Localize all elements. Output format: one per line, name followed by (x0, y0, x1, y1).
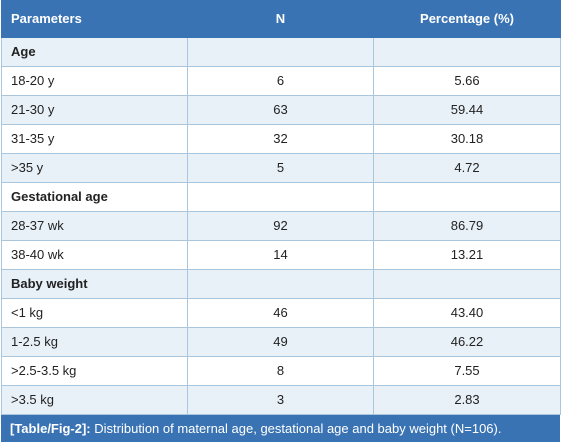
row-n (187, 37, 374, 67)
row-n: 46 (187, 298, 374, 328)
table-row: 18-20 y 6 5.66 (1, 66, 561, 96)
table-row: 38-40 wk 14 13.21 (1, 240, 561, 270)
row-parameter: 1-2.5 kg (1, 327, 188, 357)
table-row: >3.5 kg 3 2.83 (1, 385, 561, 415)
row-parameter: 21-30 y (1, 95, 188, 125)
table-row: 28-37 wk 92 86.79 (1, 211, 561, 241)
table-row: >35 y 5 4.72 (1, 153, 561, 183)
table-row: >2.5-3.5 kg 8 7.55 (1, 356, 561, 386)
row-parameter: >3.5 kg (1, 385, 188, 415)
row-parameter: Baby weight (1, 269, 188, 299)
row-percentage (373, 37, 561, 67)
row-n: 3 (187, 385, 374, 415)
row-percentage: 59.44 (373, 95, 561, 125)
row-n: 32 (187, 124, 374, 154)
table-row: Baby weight (1, 269, 561, 299)
row-percentage (373, 269, 561, 299)
header-row: Parameters N Percentage (%) (1, 0, 561, 38)
row-parameter: Gestational age (1, 182, 188, 212)
table-header: Parameters N Percentage (%) (1, 0, 561, 38)
header-parameters: Parameters (1, 0, 188, 38)
table-row: <1 kg 46 43.40 (1, 298, 561, 328)
row-percentage: 7.55 (373, 356, 561, 386)
header-n: N (187, 0, 374, 38)
table-row: Age (1, 37, 561, 67)
row-parameter: Age (1, 37, 188, 67)
row-parameter: <1 kg (1, 298, 188, 328)
header-percentage: Percentage (%) (373, 0, 561, 38)
row-parameter: 31-35 y (1, 124, 188, 154)
row-percentage: 4.72 (373, 153, 561, 183)
row-parameter: >35 y (1, 153, 188, 183)
row-parameter: >2.5-3.5 kg (1, 356, 188, 386)
row-percentage: 30.18 (373, 124, 561, 154)
row-percentage: 43.40 (373, 298, 561, 328)
row-percentage: 86.79 (373, 211, 561, 241)
table-row: 21-30 y 63 59.44 (1, 95, 561, 125)
row-percentage: 5.66 (373, 66, 561, 96)
row-n: 92 (187, 211, 374, 241)
table-caption: [Table/Fig-2]: Distribution of maternal … (1, 415, 560, 442)
caption-label: [Table/Fig-2]: (10, 421, 91, 436)
row-n: 5 (187, 153, 374, 183)
row-percentage: 13.21 (373, 240, 561, 270)
row-n (187, 182, 374, 212)
row-parameter: 18-20 y (1, 66, 188, 96)
row-n: 63 (187, 95, 374, 125)
table-row: Gestational age (1, 182, 561, 212)
row-n: 49 (187, 327, 374, 357)
row-percentage: 46.22 (373, 327, 561, 357)
row-parameter: 38-40 wk (1, 240, 188, 270)
row-percentage: 2.83 (373, 385, 561, 415)
row-n: 6 (187, 66, 374, 96)
table-row: 31-35 y 32 30.18 (1, 124, 561, 154)
row-n: 14 (187, 240, 374, 270)
row-n: 8 (187, 356, 374, 386)
table-row: 1-2.5 kg 49 46.22 (1, 327, 561, 357)
caption-text: Distribution of maternal age, gestationa… (90, 421, 502, 436)
row-percentage (373, 182, 561, 212)
row-n (187, 269, 374, 299)
row-parameter: 28-37 wk (1, 211, 188, 241)
